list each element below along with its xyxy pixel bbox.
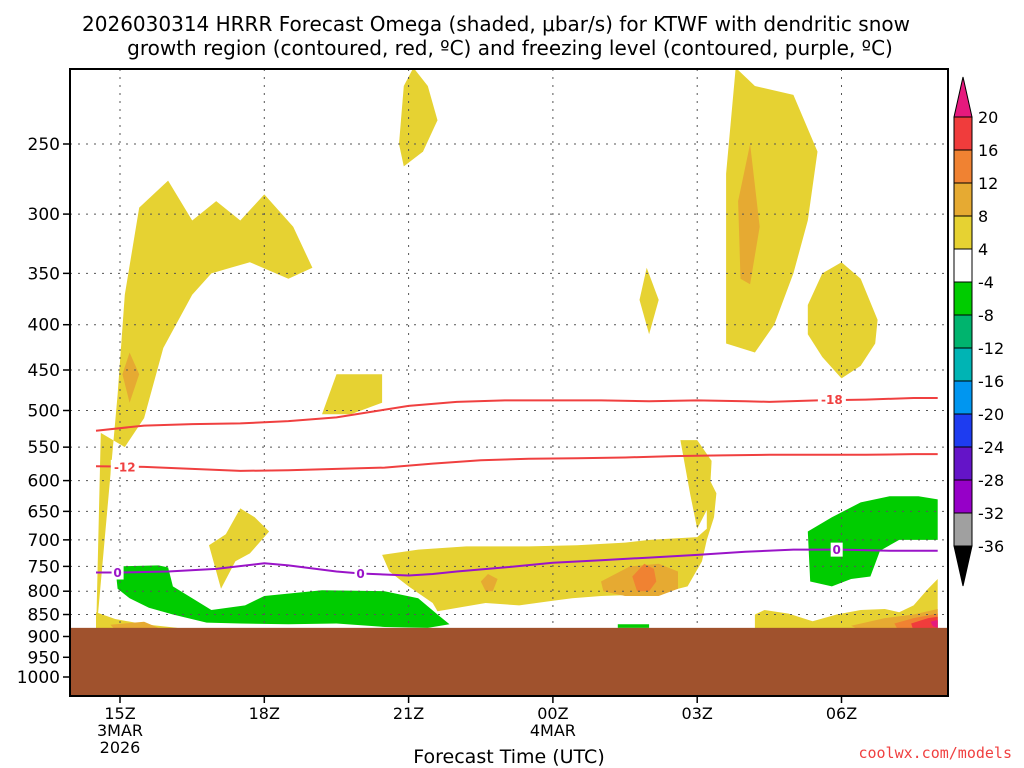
- contour-label-bg-0: [817, 392, 846, 407]
- y-tick-label-400: 400: [28, 316, 60, 336]
- shade-omega-8-03z-col: [738, 144, 760, 285]
- y-tick-label-550: 550: [28, 438, 60, 458]
- colorbar-label-11: -28: [978, 471, 1004, 490]
- shade-omega-4-upper-left: [96, 180, 313, 637]
- grid-lines: [70, 69, 948, 696]
- colorbar-label-12: -32: [978, 504, 1004, 523]
- colorbar-segment-12: [953, 512, 973, 547]
- contour-label-freezing-level-4: 0: [833, 543, 841, 557]
- x-tick-label-18Z: 18Z: [249, 704, 280, 723]
- colorbar-label-6: -8: [978, 306, 994, 325]
- contour-label-bg-2: [111, 565, 124, 580]
- y-tick-label-700: 700: [28, 531, 60, 551]
- colorbar-segment-8: [953, 380, 973, 415]
- x-tick-date-00Z: 4MAR: [530, 721, 576, 740]
- y-axis: 2503003504004505005506006507007508008509…: [17, 135, 70, 688]
- colorbar-label-4: 4: [978, 240, 988, 259]
- colorbar-segment-1: [953, 149, 973, 184]
- y-tick-label-500: 500: [28, 402, 60, 422]
- contour-label-freezing-level-3: 0: [356, 567, 364, 581]
- colorbar-label-13: -36: [978, 537, 1004, 556]
- colorbar-label-9: -20: [978, 405, 1004, 424]
- x-tick-date-15Z: 3MAR: [97, 721, 143, 740]
- x-tick-label-00Z: 00Z: [537, 704, 568, 723]
- contour-label-dgz-top-0: -18: [821, 393, 843, 407]
- colorbar-segment-6: [953, 314, 973, 349]
- temperature-contours: -18 -12 0 0 0: [95, 392, 938, 581]
- plot-frame: [69, 68, 949, 697]
- y-tick-label-450: 450: [28, 361, 60, 381]
- y-tick-label-250: 250: [28, 135, 60, 155]
- colorbar-top-arrow: [953, 76, 973, 118]
- contour-label-bg-3: [354, 566, 367, 581]
- colorbar-segment-0: [953, 116, 973, 151]
- chart-title-line-1: 2026030314 HRRR Forecast Omega (shaded, …: [82, 12, 910, 36]
- contour-label-bg-4: [830, 542, 843, 557]
- x-axis-label: Forecast Time (UTC): [413, 746, 604, 768]
- y-tick-label-950: 950: [28, 648, 60, 668]
- y-tick-label-800: 800: [28, 582, 60, 602]
- shade-omega-4-small-19z: [322, 374, 383, 415]
- y-tick-label-750: 750: [28, 557, 60, 577]
- chart-title-line-2: growth region (contoured, red, ºC) and f…: [127, 36, 893, 60]
- colorbar-segment-7: [953, 347, 973, 382]
- shade-omega-4-06z-blob: [807, 262, 878, 379]
- shade-omega-neg4-17z-band: [115, 565, 450, 628]
- colorbar-label-2: 12: [978, 174, 998, 193]
- y-tick-label-300: 300: [28, 205, 60, 225]
- contour-dgz-top: [95, 397, 938, 432]
- x-tick-label-21Z: 21Z: [393, 704, 424, 723]
- colorbar-segment-3: [953, 215, 973, 250]
- plot-area: -18 -12 0 0 0: [70, 69, 948, 696]
- colorbar-segment-11: [953, 479, 973, 514]
- terrain-fill: [70, 627, 948, 696]
- shade-omega-12-01z: [632, 563, 657, 592]
- shade-omega-neg4-06z: [807, 496, 938, 587]
- y-tick-label-900: 900: [28, 627, 60, 647]
- colorbar-label-7: -12: [978, 339, 1004, 358]
- x-tick-year-15Z: 2026: [100, 738, 141, 757]
- shade-omega-neg4-00z-tiny: [617, 624, 650, 628]
- colorbar-segment-9: [953, 413, 973, 448]
- colorbar-segment-5: [953, 281, 973, 316]
- contour-label-dgz-bottom-1: -12: [114, 460, 136, 474]
- colorbar-label-3: 8: [978, 207, 988, 226]
- shade-omega-4-03z-tail: [680, 440, 712, 529]
- colorbar-segment-4: [953, 248, 973, 283]
- y-tick-label-350: 350: [28, 264, 60, 284]
- colorbar-label-10: -24: [978, 438, 1004, 457]
- shade-omega-8-22z-small: [480, 574, 498, 592]
- colorbar-label-5: -4: [978, 273, 994, 292]
- y-tick-label-600: 600: [28, 472, 60, 492]
- colorbar-segment-2: [953, 182, 973, 217]
- x-tick-label-06Z: 06Z: [826, 704, 857, 723]
- contour-dgz-bottom: [95, 453, 938, 472]
- colorbar: 20 16 12 8 4 -4 -8 -12 -16 -20 -24 -28 -32 -36: [953, 76, 1004, 587]
- y-tick-label-1000: 1000: [17, 668, 60, 688]
- colorbar-label-8: -16: [978, 372, 1004, 391]
- shade-omega-20plus-lowright: [930, 619, 938, 628]
- colorbar-bottom-arrow: [953, 545, 973, 587]
- x-tick-label-15Z: 15Z: [104, 704, 135, 723]
- terrain: [70, 627, 948, 696]
- credit-text: coolwx.com/models: [858, 744, 1012, 762]
- x-tick-label-03Z: 03Z: [682, 704, 713, 723]
- contour-label-freezing-level-2: 0: [113, 566, 121, 580]
- colorbar-segment-10: [953, 446, 973, 481]
- colorbar-label-0: 20: [978, 108, 998, 127]
- contour-label-bg-1: [110, 459, 139, 474]
- shade-omega-4-01z: [639, 267, 659, 335]
- y-tick-label-650: 650: [28, 502, 60, 522]
- y-tick-label-850: 850: [28, 606, 60, 626]
- colorbar-label-1: 16: [978, 141, 998, 160]
- shade-omega-8-upper-left: [122, 352, 140, 403]
- contour-freezing-level: [96, 548, 938, 577]
